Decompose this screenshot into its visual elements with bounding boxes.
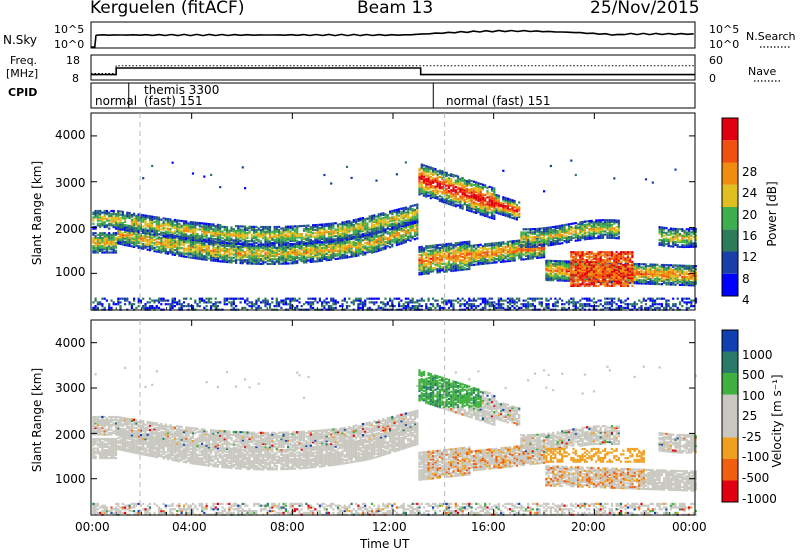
- velocity-ytick-1000: 1000: [55, 472, 86, 486]
- xtick-0000-a: 00:00: [75, 520, 110, 534]
- velocity-ytick-4000: 4000: [55, 336, 86, 350]
- date-title: 25/Nov/2015: [590, 0, 700, 18]
- velocity-colorbar-swatch: [722, 330, 738, 352]
- nave-series-line: [91, 65, 695, 74]
- power-colorbar-swatch: [722, 207, 738, 230]
- power-cbar-tick-8: 8: [742, 272, 750, 286]
- freq-tick-top: 18: [66, 54, 80, 67]
- velocity-colorbar-frame: [721, 329, 739, 503]
- power-cbar-tick-4: 4: [742, 293, 750, 307]
- xtick-2000: 20:00: [571, 520, 606, 534]
- nsky-series-line: [91, 29, 694, 48]
- cpid-segment-normal: normal: [95, 94, 138, 108]
- velocity-ytick-2000: 2000: [55, 428, 86, 442]
- nsearch-tick-top: 10^5: [709, 23, 740, 36]
- nsearch-label: N.Search: [746, 30, 796, 43]
- velocity-cbar-tick-m100: -100: [742, 450, 770, 464]
- velocity-cbar-tick-m25: -25: [742, 430, 762, 444]
- cpid-segment-themis: themis 3300: [144, 83, 220, 97]
- velocity-cbar-tick-m500: -500: [742, 471, 770, 485]
- cpid-label: CPID: [8, 86, 38, 99]
- velocity-cbar-tick-500: 500: [742, 368, 765, 382]
- cpid-segment-themis-fast: (fast) 151: [144, 94, 203, 108]
- velocity-colorbar-swatch: [722, 416, 738, 438]
- x-axis-label: Time UT: [360, 537, 410, 551]
- velocity-cbar-tick-m1000: -1000: [742, 492, 777, 506]
- velocity-colorbar-swatch: [722, 394, 738, 416]
- power-cbar-tick-12: 12: [742, 250, 758, 264]
- xtick-0400: 04:00: [172, 520, 207, 534]
- power-colorbar-swatch: [722, 118, 738, 141]
- radar-title: Kerguelen (fitACF): [90, 0, 245, 18]
- nsky-tick-top: 10^5: [54, 23, 85, 36]
- power-ytick-3000: 3000: [55, 176, 86, 190]
- freq-tick-bottom: 8: [72, 72, 79, 85]
- velocity-scatter-cells: [92, 365, 697, 516]
- freq-panel-frame: [90, 54, 696, 81]
- cpid-segment-normal-fast: normal (fast) 151: [446, 94, 551, 108]
- xtick-1200: 12:00: [372, 520, 407, 534]
- velocity-colorbar-swatch: [722, 351, 738, 373]
- nsky-tick-bottom: 10^0: [54, 38, 85, 51]
- power-colorbar-swatch: [722, 251, 738, 274]
- cpid-panel-frame: [90, 82, 696, 109]
- velocity-colorbar-swatch: [722, 480, 738, 502]
- velocity-ytick-3000: 3000: [55, 381, 86, 395]
- nsky-label: N.Sky: [3, 33, 38, 47]
- power-ytick-1000: 1000: [55, 265, 86, 279]
- power-cbar-tick-28: 28: [742, 165, 758, 179]
- nave-label: Nave: [748, 65, 777, 78]
- power-colorbar-swatch: [722, 184, 738, 207]
- power-colorbar-frame: [721, 117, 739, 297]
- velocity-colorbar-swatch: [722, 373, 738, 395]
- power-colorbar-swatch: [722, 162, 738, 185]
- velocity-colorbar-swatch: [722, 437, 738, 459]
- nave-tick-top: 60: [709, 54, 723, 67]
- power-colorbar-swatch: [722, 229, 738, 252]
- velocity-cbar-tick-25: 25: [742, 409, 758, 423]
- power-cbar-tick-24: 24: [742, 186, 758, 200]
- velocity-cbar-tick-1000: 1000: [742, 348, 773, 362]
- xtick-0800: 08:00: [270, 520, 305, 534]
- velocity-cbar-tick-100: 100: [742, 389, 765, 403]
- xtick-0000-b: 00:00: [672, 520, 707, 534]
- nsearch-tick-bottom: 10^0: [709, 38, 740, 51]
- velocity-colorbar-swatch: [722, 459, 738, 481]
- power-cbar-tick-20: 20: [742, 208, 758, 222]
- beam-title: Beam 13: [357, 0, 434, 18]
- xtick-1600: 16:00: [471, 520, 506, 534]
- power-colorbar-swatch: [722, 273, 738, 296]
- nsky-panel-frame: [90, 21, 696, 49]
- nave-tick-bottom: 0: [709, 72, 716, 85]
- freq-label-2: [MHz]: [6, 67, 39, 80]
- power-colorbar-swatch: [722, 140, 738, 163]
- freq-series-line: [91, 67, 695, 76]
- power-scatter-cells: [92, 159, 697, 311]
- power-ytick-4000: 4000: [55, 128, 86, 142]
- freq-label-1: Freq.: [10, 54, 38, 67]
- power-ytick-2000: 2000: [55, 222, 86, 236]
- power-cbar-tick-16: 16: [742, 229, 758, 243]
